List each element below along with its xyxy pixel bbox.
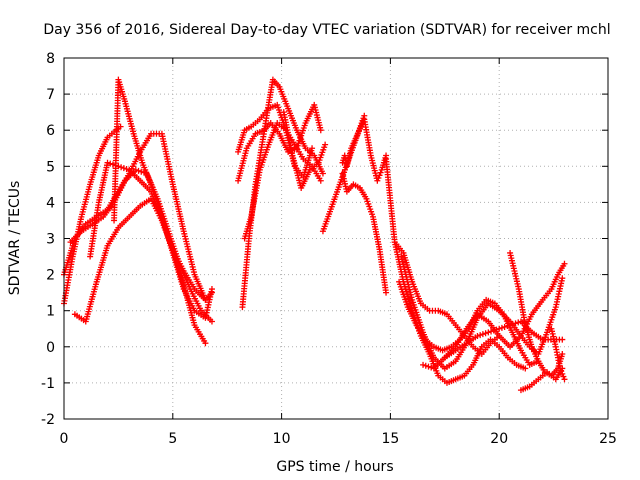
series-arc-9 [235,101,324,184]
plot-frame [63,57,609,420]
data-point [383,289,390,296]
data-point [123,166,130,173]
data-point [120,165,127,172]
data-point [507,322,514,329]
data-point [498,324,505,331]
data-point [118,164,125,171]
data-point [488,328,495,335]
series-arc-7 [239,76,326,311]
y-axis-label: SDTVAR / TECUs [7,181,23,296]
x-tick-label: 10 [273,431,291,447]
x-tick-label: 0 [60,431,69,447]
data-point [376,172,383,179]
data-point [135,167,142,174]
series-arc-15 [391,239,529,386]
data-point [132,166,139,173]
series-arc-21 [517,365,566,394]
data-point [561,260,568,267]
data-point [428,364,435,371]
chart-title: Day 356 of 2016, Sidereal Day-to-day VTE… [43,22,610,38]
y-tick-label: 7 [46,87,55,103]
data-point [496,325,503,332]
data-point [319,170,326,177]
data-point [375,175,382,182]
data-point [474,332,481,339]
x-tick-label: 20 [490,431,508,447]
data-point [509,321,516,328]
data-point [482,330,489,337]
x-tick-label: 25 [599,431,617,447]
series-arc-22 [548,325,568,383]
data-point [107,160,114,167]
data-points [61,76,568,394]
y-tick-label: -1 [41,376,55,392]
data-point [559,336,566,343]
data-point [559,370,566,377]
data-point [558,368,565,375]
data-point [202,340,209,347]
y-tick-label: 4 [46,195,55,211]
data-point [485,329,492,336]
data-point [477,332,484,339]
data-point [559,351,566,358]
series-arc-1 [61,123,124,307]
x-axis-label: GPS time / hours [276,459,393,475]
y-tick-label: 3 [46,232,55,248]
data-point [515,319,522,326]
data-point [208,318,215,325]
data-point [561,376,568,383]
data-point [422,362,429,369]
data-point [425,363,432,370]
grid [64,58,608,419]
y-tick-label: 0 [46,340,55,356]
data-point [377,169,384,176]
series-arc-18 [420,318,566,372]
data-point [104,159,111,166]
y-tick-label: 1 [46,304,55,320]
data-point [361,112,368,119]
x-tick-label: 5 [168,431,177,447]
data-point [420,361,427,368]
y-tick-label: 2 [46,268,55,284]
data-point [317,127,324,134]
series-arc-13 [339,170,390,296]
series-arc-12 [339,116,390,184]
data-point [522,365,529,372]
data-point [309,145,316,152]
series-arc-17 [398,253,566,372]
series-arc-19 [441,260,568,361]
series-arc-6 [111,76,215,321]
y-tick-label: 5 [46,159,55,175]
series-arc-20 [507,249,566,379]
data-point [559,275,566,282]
data-point [504,323,511,330]
data-point [560,373,567,380]
series-isolated [319,112,368,235]
data-point [317,177,324,184]
data-point [208,286,215,293]
data-point [322,141,329,148]
data-point [501,323,508,330]
data-point [479,331,486,338]
data-point [512,320,519,327]
series-arc-4 [71,195,209,347]
series-arc-14 [383,156,503,358]
y-tick-label: 6 [46,123,55,139]
data-point [557,365,564,372]
y-tick-label: -2 [41,412,55,428]
y-tick-label: 8 [46,51,55,67]
data-point [374,177,381,184]
x-tick-label: 15 [381,431,399,447]
series-arc-11 [280,109,329,191]
